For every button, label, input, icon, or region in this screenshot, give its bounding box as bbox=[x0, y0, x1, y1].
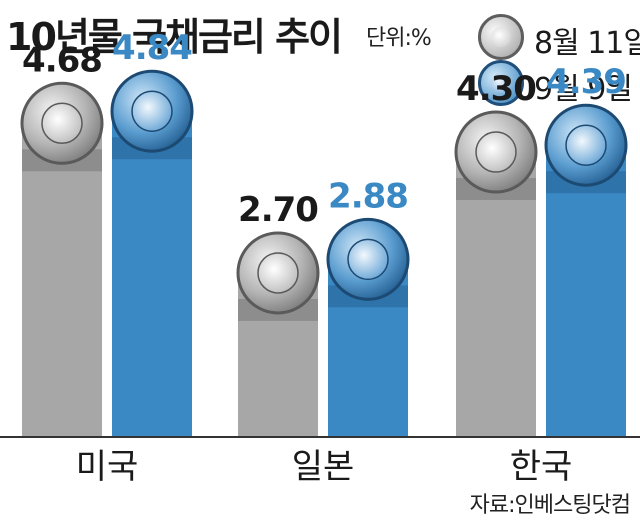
value-label-1-3: 4.30 bbox=[456, 69, 536, 109]
bars-layer: 4.68 4.84 2.70 2.88 4.30 4.39 bbox=[20, 28, 628, 438]
bar-1-1 bbox=[22, 123, 102, 438]
bar-2-1 bbox=[112, 111, 192, 437]
legend-label-series-2: 9월 9일 bbox=[534, 72, 633, 107]
bar-2-3 bbox=[546, 145, 626, 438]
bar-cap-center-2-3 bbox=[565, 124, 607, 166]
legend-marker-blue-icon bbox=[478, 60, 524, 106]
chart-title: 10년물 국채금리 추이 bbox=[6, 15, 343, 59]
value-label-2-2: 2.88 bbox=[328, 176, 408, 216]
value-label-1-1: 4.68 bbox=[22, 40, 102, 80]
value-label-1-2: 2.70 bbox=[238, 190, 318, 230]
value-label-2-3: 4.39 bbox=[546, 62, 626, 102]
unit-label: 단위:% bbox=[366, 26, 432, 51]
category-label-1: 미국 bbox=[76, 447, 139, 487]
value-label-2-1: 4.84 bbox=[112, 28, 192, 68]
source-label: 자료:인베스팅닷컴 bbox=[469, 493, 631, 518]
bar-cap-center-1-2 bbox=[257, 252, 299, 294]
bar-cap-center-1-3 bbox=[475, 131, 517, 173]
category-label-3: 한국 bbox=[510, 447, 573, 487]
bar-cap-center-2-2 bbox=[347, 238, 389, 281]
category-labels: 미국 일본 한국 bbox=[76, 447, 573, 487]
category-label-2: 일본 bbox=[292, 447, 355, 487]
legend-label-series-1: 8월 11일 bbox=[534, 26, 640, 61]
bar-cap-center-2-1 bbox=[131, 90, 173, 132]
bar-1-3 bbox=[456, 152, 536, 437]
legend-marker-gray-icon bbox=[478, 14, 524, 60]
bar-cap-center-1-1 bbox=[41, 102, 83, 145]
